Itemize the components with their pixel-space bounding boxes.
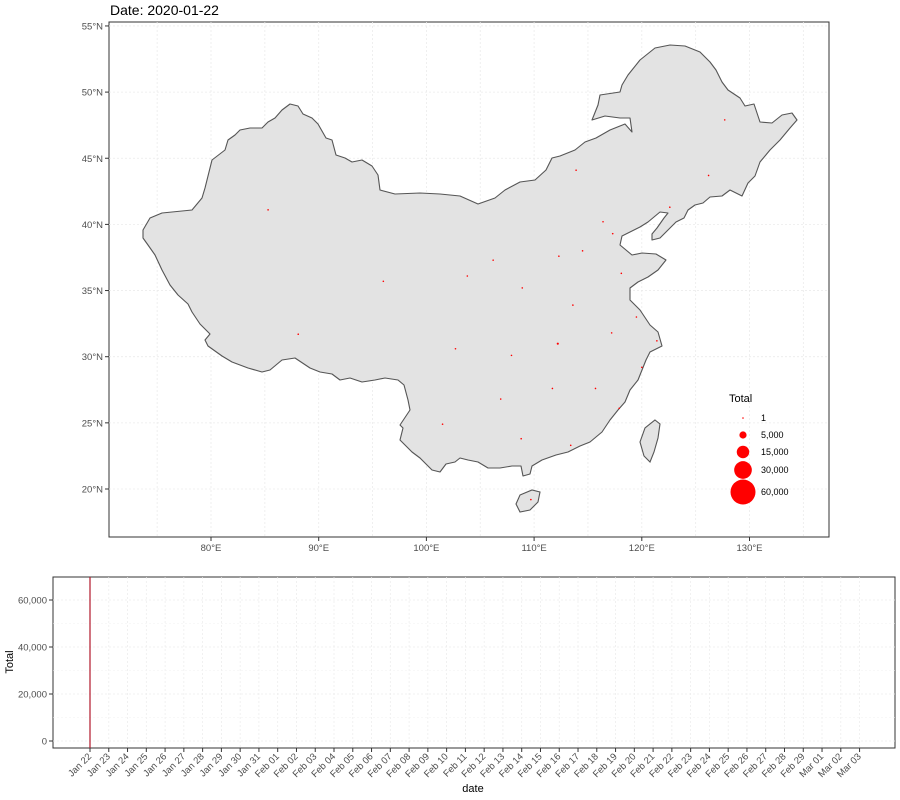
y-axis-title: Total xyxy=(4,650,16,673)
case-bubble xyxy=(499,398,502,400)
map-y-tick-label: 50°N xyxy=(82,88,103,99)
legend-label: 1 xyxy=(761,413,766,423)
case-bubble xyxy=(635,316,638,318)
case-bubble xyxy=(602,220,604,223)
map-y-tick-label: 30°N xyxy=(82,352,103,363)
case-bubble xyxy=(558,255,560,257)
legend-key xyxy=(730,479,756,505)
legend-label: 15,000 xyxy=(761,447,789,457)
case-bubble xyxy=(556,342,559,345)
case-bubble xyxy=(610,332,613,334)
case-bubble xyxy=(510,354,513,357)
case-bubble xyxy=(466,275,469,277)
legend-label: 60,000 xyxy=(761,487,789,497)
map-x-tick-label: 80°E xyxy=(201,543,222,554)
case-bubble xyxy=(572,304,574,306)
legend-key xyxy=(742,417,744,419)
map-y-tick-label: 25°N xyxy=(82,418,103,429)
timeseries-y-tick-label: 0 xyxy=(42,737,47,748)
case-bubble xyxy=(551,387,554,390)
case-bubble xyxy=(594,387,597,390)
map-y-tick-label: 35°N xyxy=(82,286,103,297)
timeseries-y-tick-label: 40,000 xyxy=(18,643,47,654)
case-bubble xyxy=(569,444,572,447)
taiwan-outline xyxy=(639,419,661,463)
map-y-ticks: 20°N 25°N 30°N 35°N 40°N 45°N 50°N 55°N xyxy=(82,21,109,496)
china-mainland-outline xyxy=(142,44,798,477)
case-bubble xyxy=(454,347,457,350)
legend-key xyxy=(739,431,747,439)
case-bubble xyxy=(618,407,620,410)
case-bubble xyxy=(575,169,577,171)
case-bubble xyxy=(707,174,710,177)
timeseries-y-tick-label: 20,000 xyxy=(18,690,47,701)
case-bubble xyxy=(669,206,671,209)
legend-label: 30,000 xyxy=(761,465,789,475)
case-bubble xyxy=(267,209,269,211)
case-bubble xyxy=(297,333,300,336)
map-points xyxy=(267,119,726,501)
map-x-tick-label: 110°E xyxy=(521,543,546,554)
timeseries-panel xyxy=(52,576,896,749)
map-x-tick-label: 90°E xyxy=(308,543,329,554)
case-bubble xyxy=(492,259,494,261)
legend-label: 5,000 xyxy=(761,430,784,440)
case-bubble xyxy=(641,366,643,369)
case-bubble xyxy=(611,232,614,235)
map-y-tick-label: 40°N xyxy=(82,220,103,231)
case-bubble xyxy=(581,250,584,252)
case-bubble xyxy=(656,340,658,342)
map-y-tick-label: 45°N xyxy=(82,154,103,165)
case-bubble xyxy=(382,280,385,283)
legend-title: Total xyxy=(729,393,752,405)
case-bubble xyxy=(441,423,444,425)
hainan-outline xyxy=(515,489,541,513)
timeseries-grid xyxy=(53,577,895,748)
legend-key xyxy=(734,461,752,479)
timeseries-y-ticks: 0 20,000 40,000 60,000 xyxy=(18,596,53,748)
case-bubble xyxy=(530,498,532,501)
map-x-tick-label: 120°E xyxy=(629,543,655,554)
x-axis-title: date xyxy=(462,783,483,795)
case-bubble xyxy=(723,119,726,121)
map-x-tick-label: 100°E xyxy=(413,543,439,554)
case-bubble xyxy=(520,437,522,440)
map-x-tick-label: 130°E xyxy=(737,543,763,554)
legend-key xyxy=(736,445,750,459)
case-bubble xyxy=(620,272,623,275)
timeseries-y-tick-label: 60,000 xyxy=(18,596,47,607)
case-bubble xyxy=(521,287,524,289)
map-y-tick-label: 55°N xyxy=(82,21,103,32)
map-x-ticks: 80°E 90°E 100°E 110°E 120°E 130°E xyxy=(201,537,763,554)
map-title: Date: 2020-01-22 xyxy=(110,2,219,18)
map-y-tick-label: 20°N xyxy=(82,485,103,496)
